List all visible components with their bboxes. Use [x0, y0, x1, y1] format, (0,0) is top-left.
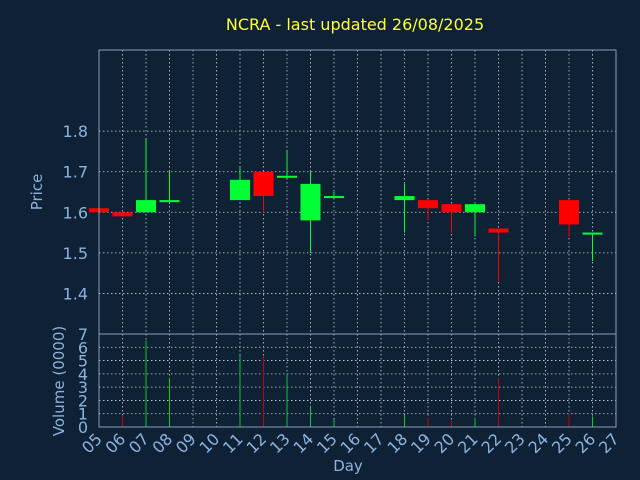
volume-tick-label: 0 [78, 418, 88, 437]
candle-body-up [159, 200, 180, 203]
candle-body-up [582, 232, 603, 235]
candle-body-up [465, 204, 485, 213]
candle-body-up [136, 200, 156, 213]
candle-body-down [488, 228, 509, 233]
candle-body-up [230, 179, 250, 201]
candle-body-down [253, 171, 274, 197]
price-gridlines [98, 50, 617, 334]
candle-body-up [394, 196, 415, 201]
x-axis-label: Day [333, 457, 363, 475]
volume-tick-label: 5 [78, 352, 88, 371]
candle-body-up [300, 183, 321, 221]
volume-tick-label: 3 [78, 378, 88, 397]
chart-title: NCRA - last updated 26/08/2025 [226, 15, 484, 34]
volume-tick-label: 1 [78, 405, 88, 424]
price-tick-label: 1.6 [63, 203, 88, 222]
price-tick-label: 1.5 [63, 244, 88, 263]
volume-tick-label: 2 [78, 391, 88, 410]
volume-axis-label: Volume (0000) [50, 326, 68, 436]
volume-tick-label: 4 [78, 365, 88, 384]
x-tick-labels: 0506070809101112131415161718192021222324… [78, 429, 623, 457]
candle-body-up [324, 196, 344, 199]
price-axis-label: Price [28, 174, 46, 211]
candles [89, 139, 603, 282]
volume-panel-frame [98, 333, 617, 428]
volume-tick-label: 6 [78, 338, 88, 357]
candle-body-down [112, 212, 133, 217]
price-y-ticks: 1.4 1.5 1.6 1.7 1.8 [63, 122, 88, 303]
price-tick-label: 1.4 [63, 284, 88, 303]
candle-body-down [441, 204, 462, 213]
price-tick-label: 1.7 [63, 163, 88, 182]
volume-tick-label: 7 [78, 325, 88, 344]
candle-body-down [559, 200, 579, 225]
volume-bars [98, 340, 593, 427]
candle-body-up [277, 175, 297, 178]
candle-body-down [418, 200, 438, 209]
price-tick-label: 1.8 [63, 122, 88, 141]
price-panel: 1.4 1.5 1.6 1.7 1.8 [63, 49, 617, 335]
